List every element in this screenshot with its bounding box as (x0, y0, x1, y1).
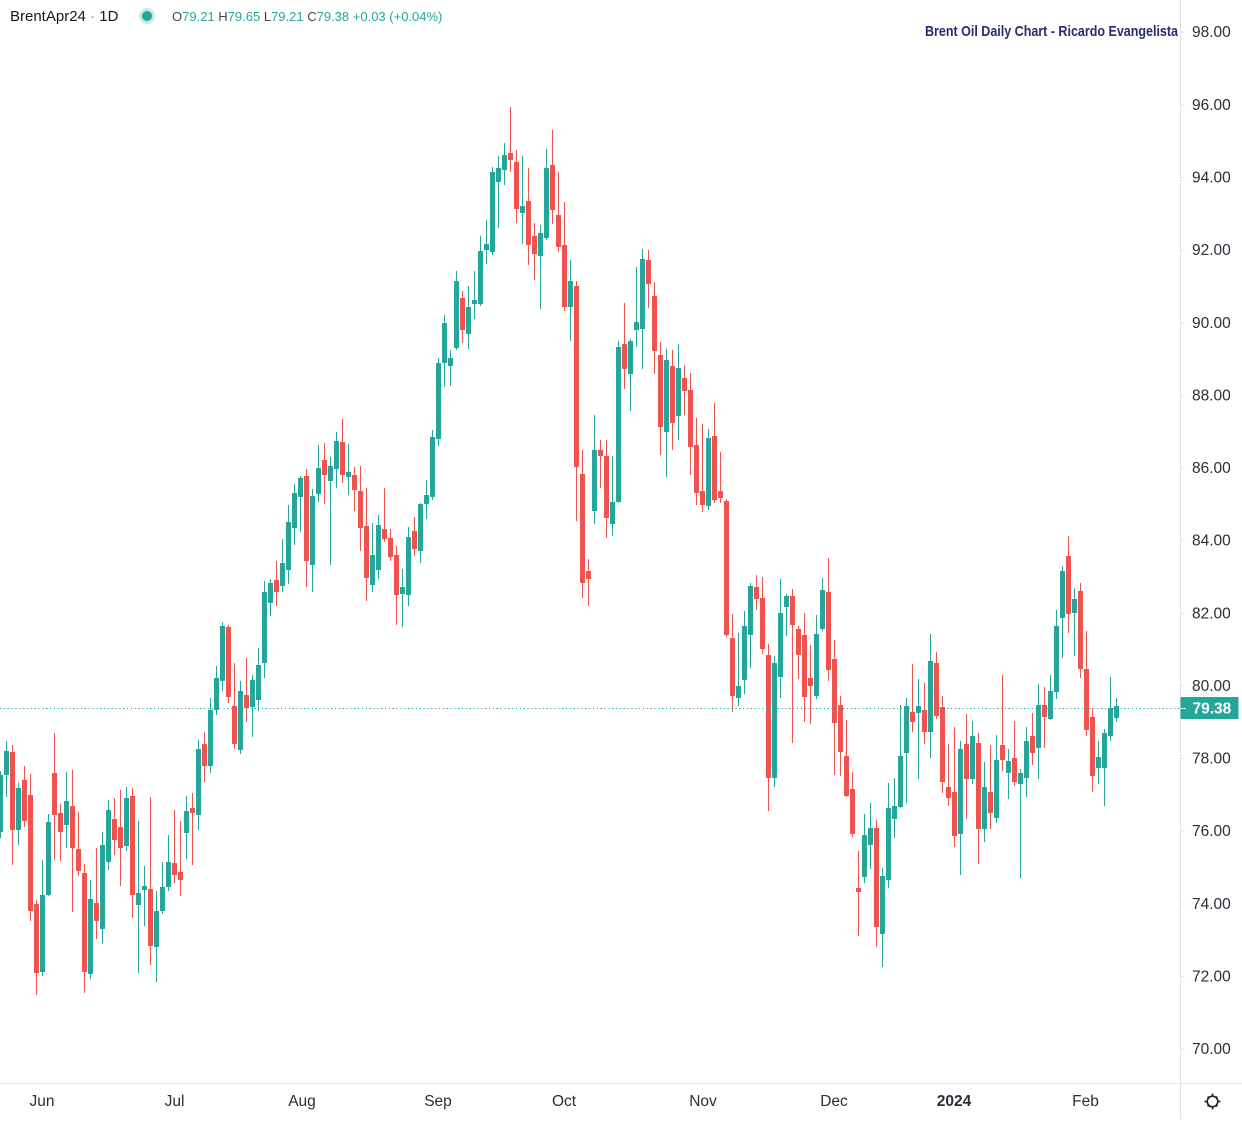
svg-text:Brent Oil Daily Chart - Ricard: Brent Oil Daily Chart - Ricardo Evangeli… (925, 23, 1179, 40)
svg-text:BrentApr24 · 1D: BrentApr24 · 1D (10, 8, 119, 25)
svg-text:Oct: Oct (552, 1093, 577, 1110)
svg-text:96.00: 96.00 (1192, 97, 1231, 114)
svg-text:72.00: 72.00 (1192, 969, 1231, 986)
svg-text:Jul: Jul (165, 1093, 185, 1110)
svg-text:82.00: 82.00 (1192, 605, 1231, 622)
svg-text:90.00: 90.00 (1192, 315, 1231, 332)
svg-text:76.00: 76.00 (1192, 823, 1231, 840)
svg-text:80.00: 80.00 (1192, 678, 1231, 695)
svg-text:94.00: 94.00 (1192, 170, 1231, 187)
svg-text:Jun: Jun (30, 1093, 55, 1110)
svg-text:O79.21 H79.65 L79.21 C79.38 +0: O79.21 H79.65 L79.21 C79.38 +0.03 (+0.04… (172, 9, 442, 24)
svg-text:84.00: 84.00 (1192, 533, 1231, 550)
svg-text:2024: 2024 (937, 1093, 972, 1110)
svg-text:Sep: Sep (424, 1093, 452, 1110)
svg-text:78.00: 78.00 (1192, 751, 1231, 768)
svg-text:92.00: 92.00 (1192, 242, 1231, 259)
svg-text:86.00: 86.00 (1192, 460, 1231, 477)
svg-text:Feb: Feb (1072, 1093, 1099, 1110)
svg-text:88.00: 88.00 (1192, 387, 1231, 404)
svg-text:Dec: Dec (820, 1093, 848, 1110)
svg-text:74.00: 74.00 (1192, 896, 1231, 913)
svg-text:98.00: 98.00 (1192, 24, 1231, 41)
svg-text:Aug: Aug (288, 1093, 316, 1110)
svg-text:Nov: Nov (689, 1093, 717, 1110)
svg-text:70.00: 70.00 (1192, 1041, 1231, 1058)
svg-text:79.38: 79.38 (1193, 701, 1232, 718)
